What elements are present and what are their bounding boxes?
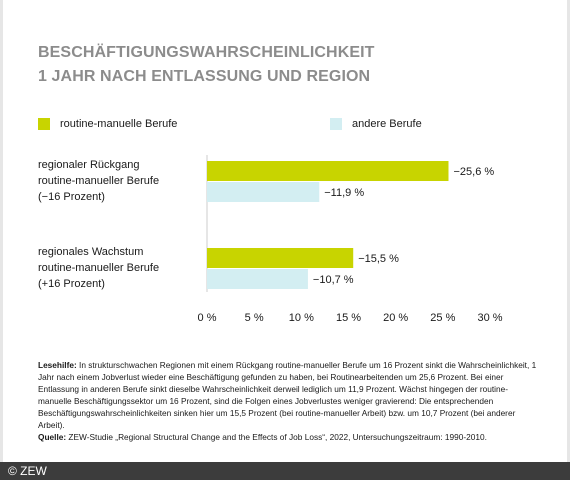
x-tick-label: 25 % [430, 312, 455, 324]
bar-andere-0 [207, 182, 320, 202]
legend-item-andere: andere Berufe [330, 117, 422, 131]
legend-item-routine: routine-manuelle Berufe [38, 117, 177, 131]
x-tick-label: 30 % [477, 312, 502, 324]
notes: Lesehilfe: In strukturschwachen Regionen… [38, 359, 538, 443]
lesehilfe-text: In strukturschwachen Regionen mit einem … [38, 360, 537, 430]
bar-routine-1 [207, 248, 354, 268]
legend-swatch-andere [330, 118, 342, 130]
data-label-andere-0: −11,9 % [324, 187, 364, 199]
x-tick-label: 0 % [198, 312, 217, 324]
data-label-andere-1: −10,7 % [313, 274, 354, 286]
x-tick-label: 20 % [383, 312, 408, 324]
x-tick-label: 15 % [336, 312, 361, 324]
bar-andere-1 [207, 269, 308, 289]
x-tick-label: 5 % [245, 312, 264, 324]
frame-right [567, 0, 570, 462]
quelle-text: ZEW-Studie „Regional Structural Change a… [66, 432, 487, 442]
chart-title-line-1: BESCHÄFTIGUNGSWAHRSCHEINLICHKEIT [38, 44, 375, 61]
frame-left [0, 0, 3, 462]
data-label-routine-0: −25,6 % [453, 166, 494, 178]
quelle: Quelle: ZEW-Studie „Regional Structural … [38, 431, 538, 443]
legend-swatch-routine [38, 118, 50, 130]
data-label-routine-1: −15,5 % [358, 253, 399, 265]
lesehilfe-label: Lesehilfe: [38, 360, 77, 370]
chart-title: BESCHÄFTIGUNGSWAHRSCHEINLICHKEIT 1 JAHR … [38, 41, 375, 89]
legend-label-routine: routine-manuelle Berufe [60, 118, 178, 130]
quelle-label: Quelle: [38, 432, 67, 442]
lesehilfe: Lesehilfe: In strukturschwachen Regionen… [38, 359, 538, 431]
bar-routine-0 [207, 161, 449, 181]
x-tick-label: 10 % [289, 312, 314, 324]
bar-chart: −25,6 % −11,9 % −15,5 % −10,7 % 0 % 5 % 10 % 15… [198, 155, 503, 324]
category-label-rueckgang: regionaler Rückgang routine-manueller Be… [38, 159, 160, 203]
legend-label-andere: andere Berufe [352, 118, 422, 130]
chart-title-line-2: 1 JAHR NACH ENTLASSUNG UND REGION [38, 68, 371, 85]
category-label-wachstum: regionales Wachstum routine-manueller Be… [38, 246, 160, 290]
footer-copyright: © ZEW [0, 462, 570, 480]
